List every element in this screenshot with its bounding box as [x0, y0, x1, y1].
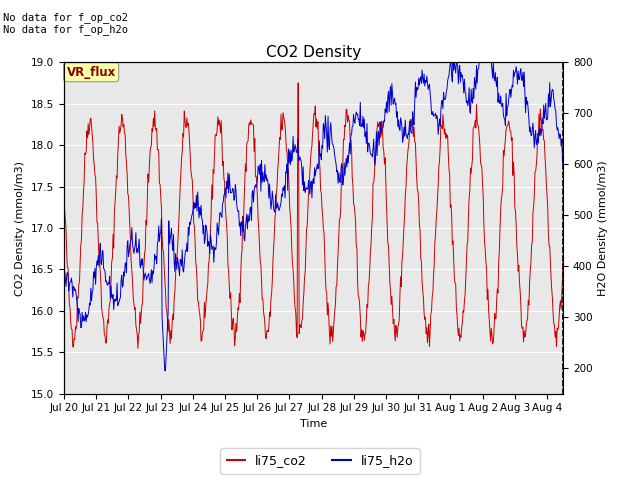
li75_co2	[294, 80, 301, 86]
li75_co2	[120, 130, 128, 136]
Title: CO2 Density: CO2 Density	[266, 45, 361, 60]
li75_h2o	[161, 368, 168, 373]
Text: VR_flux: VR_flux	[67, 66, 116, 79]
li75_co2	[405, 143, 413, 148]
li75_h2o	[375, 143, 383, 148]
Legend: li75_co2, li75_h2o: li75_co2, li75_h2o	[220, 448, 420, 474]
Text: No data for f_op_co2
No data for f_op_h2o: No data for f_op_co2 No data for f_op_h2…	[3, 12, 128, 36]
li75_co2	[216, 121, 224, 127]
li75_co2	[261, 321, 269, 327]
li75_h2o	[216, 210, 224, 216]
X-axis label: Time: Time	[300, 419, 327, 429]
li75_co2	[241, 161, 249, 167]
Line: li75_h2o: li75_h2o	[64, 62, 579, 371]
li75_h2o	[60, 290, 68, 296]
li75_co2	[376, 120, 383, 125]
li75_co2	[575, 181, 583, 187]
Y-axis label: H2O Density (mmol/m3): H2O Density (mmol/m3)	[598, 160, 608, 296]
li75_h2o	[241, 225, 249, 230]
li75_co2	[134, 346, 141, 351]
li75_h2o	[404, 131, 412, 137]
li75_h2o	[447, 60, 454, 65]
li75_h2o	[120, 273, 128, 279]
li75_h2o	[261, 162, 269, 168]
Y-axis label: CO2 Density (mmol/m3): CO2 Density (mmol/m3)	[15, 160, 26, 296]
Line: li75_co2: li75_co2	[64, 83, 579, 348]
li75_h2o	[575, 144, 583, 149]
li75_co2	[60, 190, 68, 196]
